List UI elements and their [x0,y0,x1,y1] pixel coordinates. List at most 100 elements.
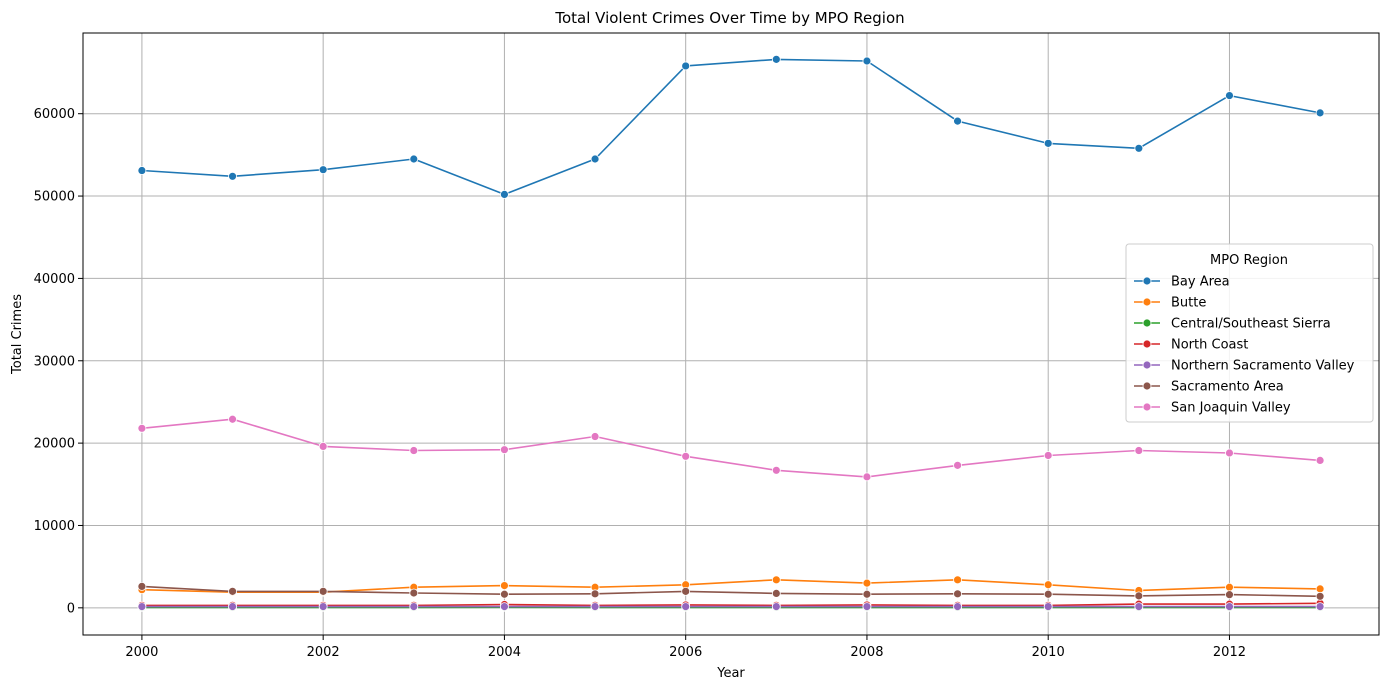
series-layer [137,54,1325,612]
series-line [141,418,1321,478]
legend-item: Northern Sacramento Valley [1134,359,1355,374]
data-point [1225,448,1234,458]
data-point [409,602,419,611]
x-tick-label: 2000 [125,645,158,660]
data-point [409,154,419,164]
data-point [1043,138,1053,148]
legend-swatch-marker [1142,402,1152,412]
legend-items: Bay Area Butte Central/Southeast Sierra Nor… [1134,275,1355,416]
data-point [1134,602,1144,611]
data-point [1225,590,1234,600]
legend-item: Central/Southeast Sierra [1134,317,1331,332]
data-point [137,602,147,611]
y-tick-label: 0 [67,601,75,616]
data-point [500,602,509,611]
data-point [1134,143,1144,153]
data-point [500,190,509,199]
data-point [318,586,328,596]
data-point [681,602,691,611]
data-point [681,451,691,461]
data-point [318,442,328,451]
data-point [500,445,509,455]
legend-swatch-marker [1142,276,1152,286]
legend-label: Northern Sacramento Valley [1171,359,1355,374]
legend-swatch-marker [1142,297,1152,307]
data-point [590,432,600,441]
y-axis-ticks: 0 10000 20000 30000 40000 50000 60000 [34,107,83,616]
legend-label: Bay Area [1171,275,1230,290]
y-tick-label: 30000 [34,354,75,369]
data-point [953,589,962,599]
data-point [500,581,509,590]
legend-item: North Coast [1134,338,1248,353]
data-point [1315,456,1325,465]
legend-swatch-marker [1142,339,1152,349]
series [137,54,1325,199]
data-point [409,446,419,455]
legend-label: Sacramento Area [1171,380,1284,395]
data-point [228,602,237,611]
series-line [141,58,1321,196]
series [137,414,1325,482]
legend-swatch-marker [1142,360,1152,370]
data-point [590,589,600,599]
data-point [771,575,781,585]
x-tick-label: 2004 [488,645,521,660]
data-point [771,602,781,611]
y-tick-label: 50000 [34,190,75,205]
x-tick-label: 2008 [850,645,883,660]
data-point [590,602,600,611]
data-point [953,602,962,611]
data-point [1315,591,1325,601]
data-point [137,166,147,175]
series [137,602,1325,611]
data-point [771,465,781,475]
data-point [228,414,237,424]
data-point [500,589,509,599]
data-point [862,578,872,588]
x-tick-label: 2012 [1213,645,1246,660]
legend-box [1125,243,1374,423]
series-line [141,602,1321,607]
data-point [1043,602,1053,611]
data-point [681,61,691,71]
legend-swatch-marker [1142,318,1152,328]
legend-swatch-marker [1142,381,1152,391]
data-point [681,586,691,596]
data-point [1225,602,1234,611]
data-point [1043,589,1053,599]
legend-label: Butte [1171,296,1206,311]
legend-item: Bay Area [1134,275,1230,290]
plot-frame [82,32,1380,636]
data-point [1225,582,1234,592]
data-point [862,56,872,66]
x-axis-ticks: 2000 2002 2004 2006 2008 2010 2012 [125,635,1246,660]
chart-title: Total Violent Crimes Over Time by MPO Re… [554,9,904,27]
legend-label: San Joaquin Valley [1171,401,1291,416]
data-point [1315,602,1325,611]
data-point [862,602,872,611]
y-tick-label: 40000 [34,272,75,287]
legend-item: Sacramento Area [1134,380,1284,395]
data-point [953,460,962,470]
data-point [137,582,147,591]
legend-label: Central/Southeast Sierra [1171,317,1331,332]
data-point [1315,584,1325,594]
legend-title: MPO Region [1210,253,1288,268]
data-point [862,589,872,599]
data-point [590,154,600,164]
data-point [953,116,962,126]
data-point [862,472,872,482]
data-point [1043,580,1053,590]
data-point [228,171,237,181]
data-point [228,586,237,596]
series-line [141,585,1321,598]
x-tick-label: 2006 [669,645,702,660]
series [137,582,1325,601]
data-point [318,602,328,611]
data-point [1043,451,1053,460]
data-point [318,165,328,175]
data-point [771,589,781,598]
legend-item: San Joaquin Valley [1134,401,1291,416]
